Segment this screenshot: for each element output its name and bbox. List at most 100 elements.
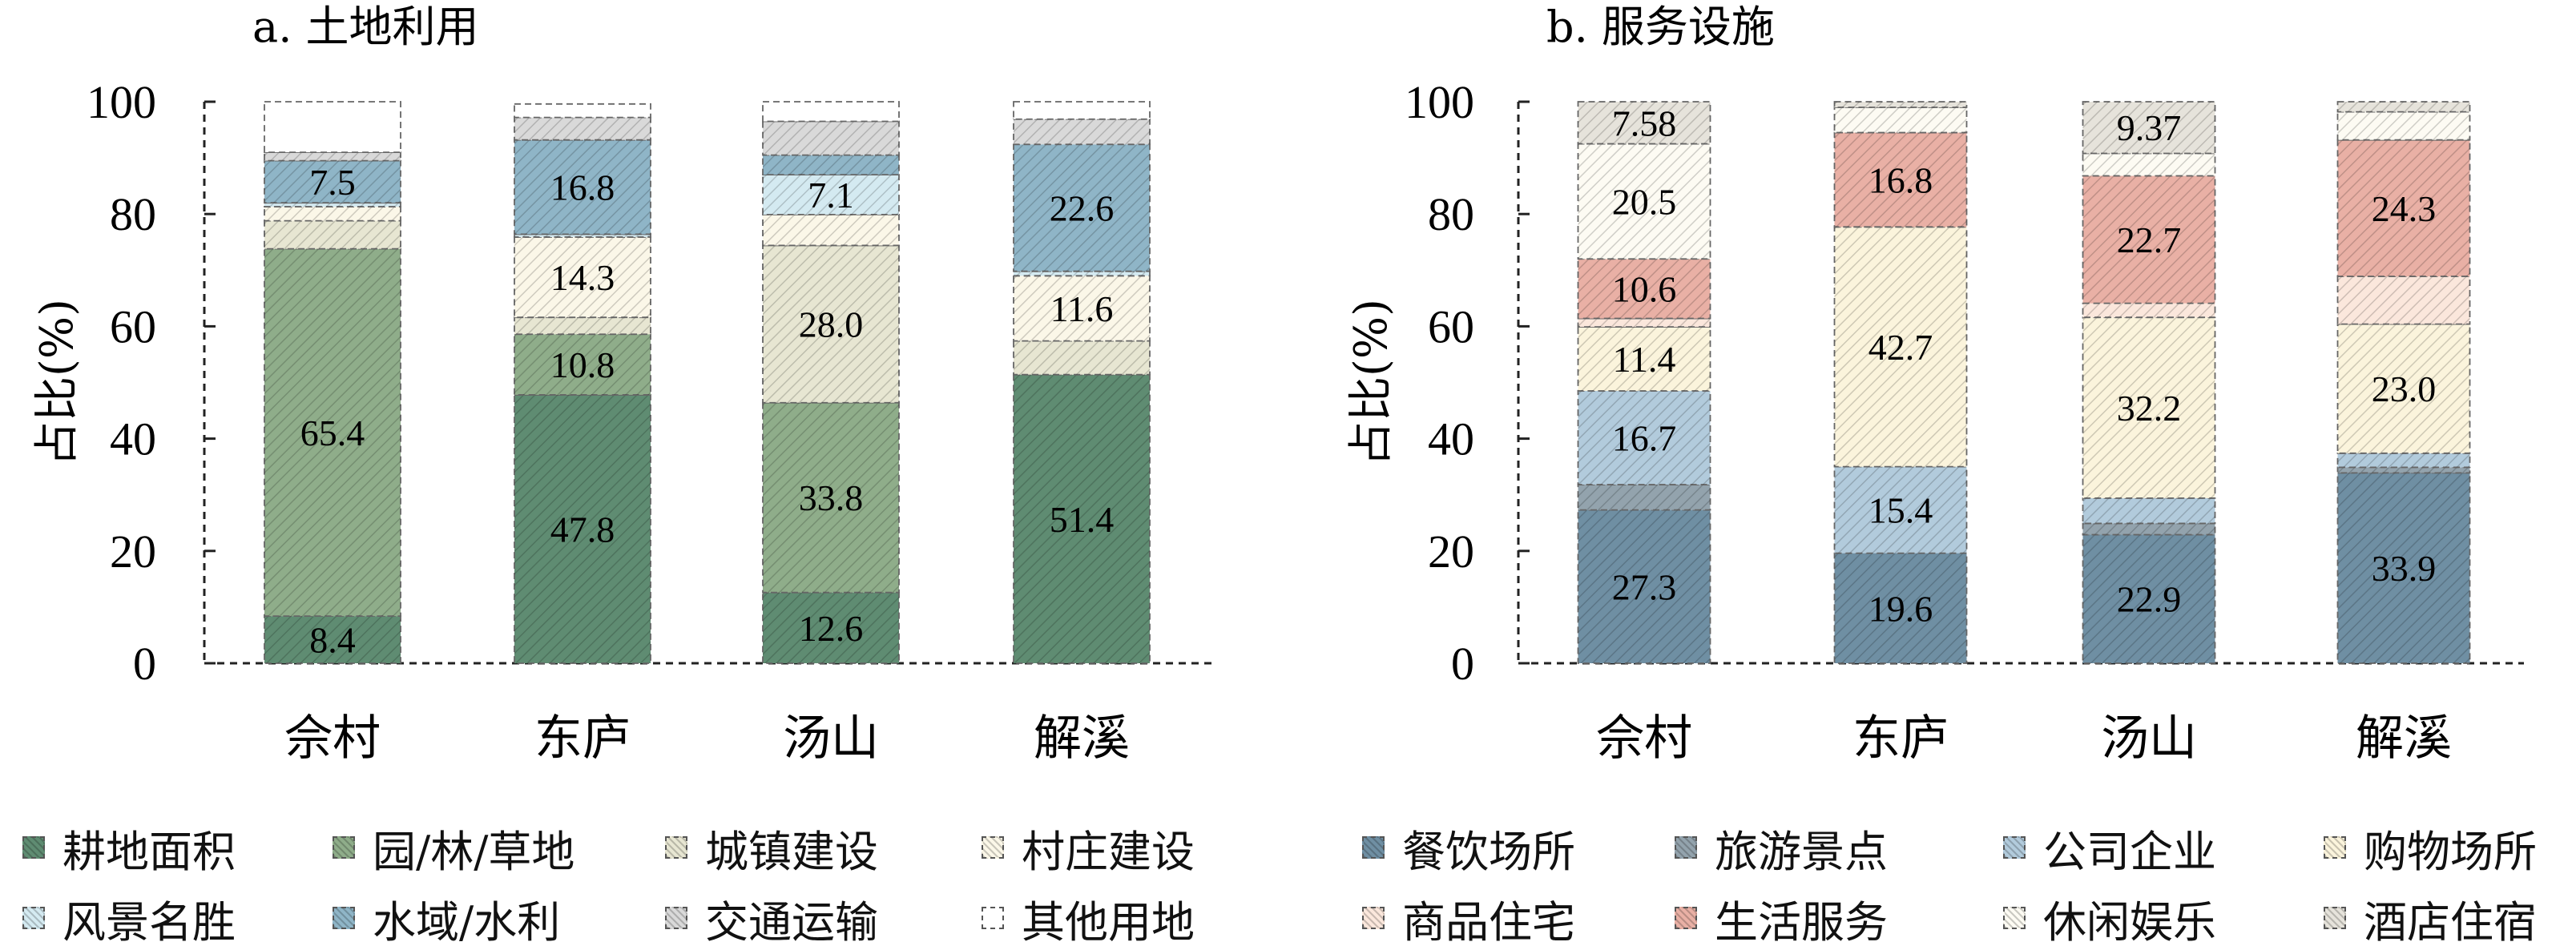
bar-segment-hatch	[763, 592, 899, 663]
data-label: 9.37	[2117, 107, 2182, 148]
bar-segment-hatch	[763, 155, 899, 175]
bar-segment-hatch	[1834, 107, 1967, 133]
bar-segment-hatch	[1834, 227, 1967, 467]
bar-segment-hatch	[1834, 466, 1967, 553]
bar-segment-hatch	[1834, 132, 1967, 227]
data-label: 11.6	[1050, 288, 1114, 329]
bar-segment-hatch	[1014, 119, 1150, 145]
bar-segment-hatch	[1014, 144, 1150, 272]
bar-segment-hatch	[1578, 391, 1711, 485]
y-tick-label: 60	[110, 300, 156, 352]
bar-segment-hatch	[2082, 523, 2215, 535]
bar-segment-hatch	[763, 402, 899, 593]
bar-segment-hatch	[2337, 102, 2470, 112]
data-label: 20.5	[1612, 181, 1677, 222]
bar-segment-hatch	[1834, 553, 1967, 663]
bar-segment-hatch	[264, 152, 401, 161]
bar-segment-hatch	[514, 236, 651, 318]
y-tick-label: 80	[110, 188, 156, 240]
bar-segment-hatch	[763, 121, 899, 155]
bar-segment-hatch	[2082, 102, 2215, 154]
bar-segment-hatch	[2337, 473, 2470, 663]
bar-segment-hatch	[264, 616, 401, 663]
chart-title: b. 服务设施	[1546, 2, 1775, 52]
bar-segment-hatch	[514, 334, 651, 395]
y-tick-label: 20	[1428, 525, 1474, 578]
data-label: 42.7	[1869, 327, 1933, 368]
y-tick-label: 40	[1428, 413, 1474, 465]
bar-segment-hatch	[2337, 324, 2470, 453]
bar-segment-hatch	[1014, 276, 1150, 341]
bar-segment-hatch	[763, 175, 899, 215]
bar-segment-hatch	[2337, 453, 2470, 468]
bar-segment-hatch	[264, 160, 401, 203]
bar-segment	[264, 101, 401, 153]
data-label: 22.9	[2117, 579, 2182, 620]
y-tick-label: 60	[1428, 300, 1474, 352]
bar-segment-hatch	[1578, 102, 1711, 144]
data-label: 22.7	[2117, 219, 2182, 260]
bar-segment-hatch	[2082, 303, 2215, 318]
y-tick-label: 100	[87, 76, 156, 128]
data-label: 16.8	[550, 167, 615, 208]
bar-segment-hatch	[2082, 175, 2215, 304]
bar-segment-hatch	[514, 139, 651, 235]
bar-segment-hatch	[514, 234, 651, 237]
data-label: 16.8	[1869, 159, 1933, 200]
bar-segment-hatch	[763, 214, 899, 246]
data-label: 24.3	[2372, 188, 2437, 229]
y-axis-label: 占比(%)	[1345, 299, 1397, 466]
bar-segment-hatch	[1578, 143, 1711, 260]
bar-segment-hatch	[1014, 374, 1150, 663]
data-label: 51.4	[1050, 499, 1115, 540]
x-category-label: 佘村	[1596, 710, 1692, 767]
data-label: 27.3	[1612, 566, 1677, 607]
y-tick-label: 0	[1451, 638, 1474, 690]
y-axis-label: 占比(%)	[31, 299, 83, 466]
bar-segment-hatch	[264, 220, 401, 249]
data-label: 22.6	[1050, 187, 1115, 228]
data-label: 32.2	[2117, 388, 2182, 429]
bar-segment	[514, 103, 651, 119]
bar-segment-hatch	[1578, 327, 1711, 392]
y-tick-label: 100	[1405, 76, 1474, 128]
bar-segment-hatch	[1578, 509, 1711, 663]
bar-segment-hatch	[514, 394, 651, 663]
bar-segment	[1013, 101, 1151, 120]
bar-segment-hatch	[2337, 276, 2470, 324]
x-category-label: 解溪	[2356, 710, 2452, 767]
bar-segment-hatch	[2337, 139, 2470, 277]
bar-segment-hatch	[1014, 340, 1150, 375]
bar-segment-hatch	[1578, 485, 1711, 510]
x-category-label: 佘村	[284, 710, 381, 767]
data-label: 7.1	[808, 175, 854, 215]
data-label: 14.3	[550, 257, 615, 298]
data-label: 16.7	[1612, 418, 1677, 459]
bar-segment-hatch	[1014, 271, 1150, 276]
bar-segment-hatch	[1578, 318, 1711, 328]
data-label: 23.0	[2372, 368, 2437, 409]
chart-title: a. 土地利用	[252, 2, 479, 52]
data-label: 12.6	[799, 608, 864, 649]
y-tick-label: 40	[110, 413, 156, 465]
bar-segment-hatch	[2082, 497, 2215, 524]
data-label: 10.8	[550, 344, 615, 385]
bar-segment-hatch	[2337, 111, 2470, 140]
data-label: 15.4	[1869, 490, 1933, 531]
data-label: 8.4	[309, 620, 356, 661]
x-category-label: 解溪	[1034, 710, 1130, 767]
data-label: 19.6	[1869, 588, 1933, 629]
x-category-label: 东庐	[1852, 710, 1949, 767]
bar-segment-hatch	[1834, 102, 1967, 108]
bar-segment-hatch	[2082, 153, 2215, 176]
bar-segment-hatch	[514, 317, 651, 335]
data-label: 7.5	[309, 162, 356, 203]
data-label: 33.9	[2372, 548, 2437, 589]
y-tick-label: 20	[110, 525, 156, 578]
data-label: 28.0	[799, 304, 864, 345]
y-tick-label: 0	[133, 638, 156, 690]
x-category-label: 汤山	[2101, 710, 2197, 767]
